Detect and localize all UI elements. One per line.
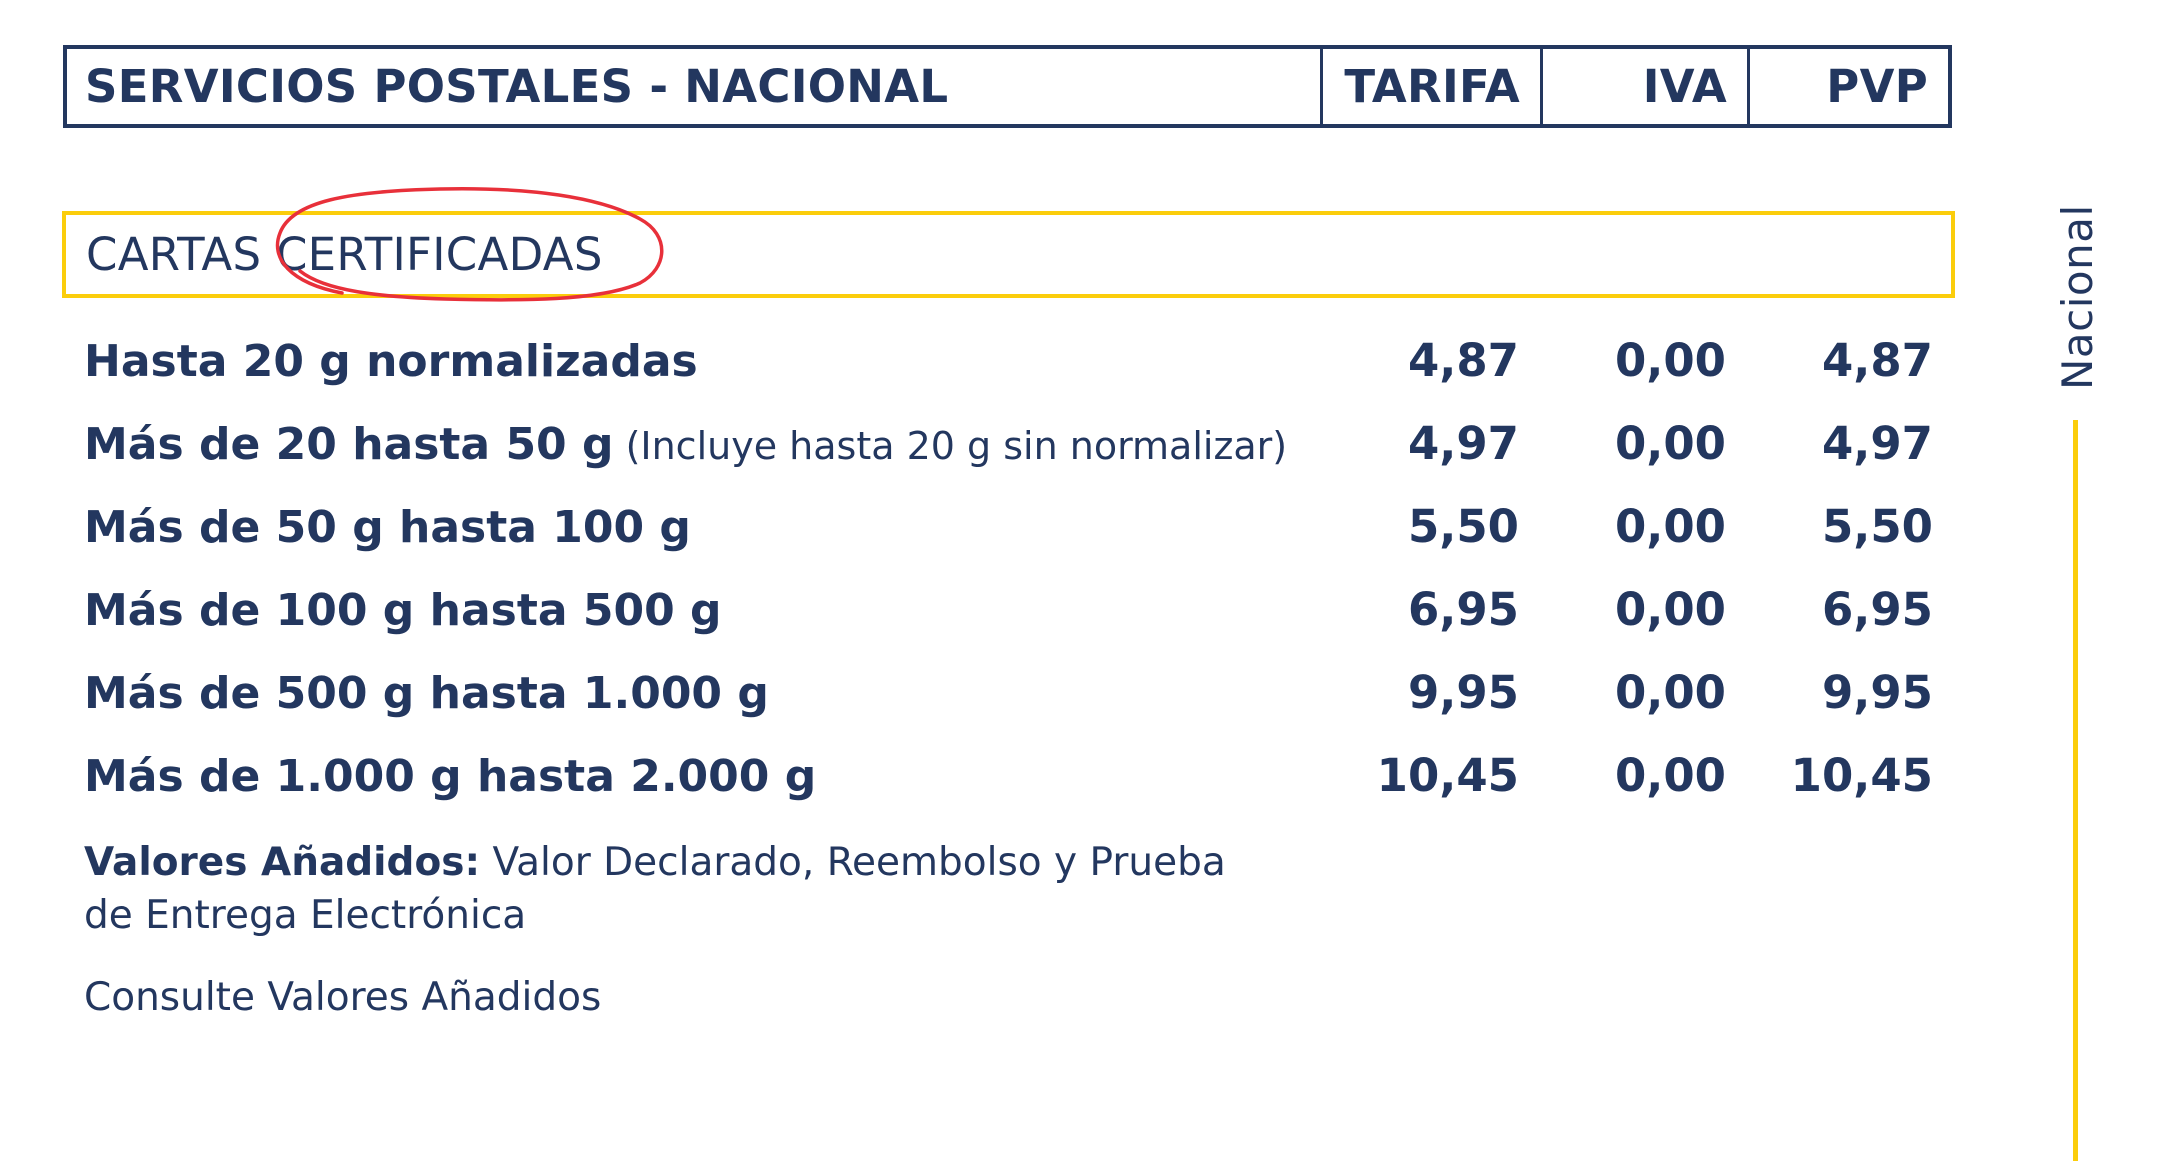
row-pvp: 10,45 (1790, 749, 1933, 802)
row-pvp: 9,95 (1821, 666, 1933, 719)
row-iva: 0,00 (1614, 583, 1726, 636)
consulte-valores-link: Consulte Valores Añadidos (84, 975, 602, 1020)
row-note: (Incluye hasta 20 g sin normalizar) (613, 424, 1288, 468)
row-iva: 0,00 (1614, 334, 1726, 387)
side-label-nacional: Nacional (2053, 204, 2102, 390)
row-pvp: 4,97 (1821, 417, 1933, 470)
table-row: Más de 500 g hasta 1.000 g 9,95 0,00 9,9… (84, 666, 1936, 729)
row-tarifa: 5,50 (1407, 500, 1519, 553)
row-label: Más de 500 g hasta 1.000 g (84, 668, 769, 719)
header-col-tarifa: TARIFA (1323, 49, 1543, 124)
side-accent-line (2073, 420, 2078, 1161)
row-tarifa: 10,45 (1376, 749, 1519, 802)
row-iva: 0,00 (1614, 666, 1726, 719)
row-label: Más de 100 g hasta 500 g (84, 585, 722, 636)
valores-anadidos-label: Valores Añadidos: (84, 840, 481, 885)
red-annotation-circle-icon (275, 187, 664, 302)
section-title: CARTAS CERTIFICADAS (86, 228, 603, 281)
header-col-pvp: PVP (1826, 60, 1928, 113)
row-pvp: 5,50 (1821, 500, 1933, 553)
row-label: Más de 20 hasta 50 g (Incluye hasta 20 g… (84, 419, 1288, 470)
header-col-iva: IVA (1543, 49, 1750, 124)
row-tarifa: 6,95 (1407, 583, 1519, 636)
header-title: SERVICIOS POSTALES - NACIONAL (67, 49, 1323, 124)
table-row: Más de 1.000 g hasta 2.000 g 10,45 0,00 … (84, 749, 1936, 812)
row-label: Hasta 20 g normalizadas (84, 336, 698, 387)
row-tarifa: 9,95 (1407, 666, 1519, 719)
row-tarifa: 4,87 (1407, 334, 1519, 387)
table-row: Más de 20 hasta 50 g (Incluye hasta 20 g… (84, 417, 1936, 480)
row-iva: 0,00 (1614, 417, 1726, 470)
table-row: Hasta 20 g normalizadas 4,87 0,00 4,87 (84, 334, 1936, 397)
row-label: Más de 1.000 g hasta 2.000 g (84, 751, 817, 802)
row-pvp: 4,87 (1821, 334, 1933, 387)
row-iva: 0,00 (1614, 749, 1726, 802)
table-header: SERVICIOS POSTALES - NACIONAL TARIFA IVA… (63, 45, 1952, 128)
valores-anadidos-text: Valor Declarado, Reembolso y Prueba de E… (84, 840, 1226, 938)
row-label: Más de 50 g hasta 100 g (84, 502, 691, 553)
table-row: Más de 100 g hasta 500 g 6,95 0,00 6,95 (84, 583, 1936, 646)
row-pvp: 6,95 (1821, 583, 1933, 636)
valores-anadidos-note: Valores Añadidos: Valor Declarado, Reemb… (84, 836, 1284, 942)
row-tarifa: 4,97 (1407, 417, 1519, 470)
section-header: CARTAS CERTIFICADAS (62, 211, 1955, 298)
row-iva: 0,00 (1614, 500, 1726, 553)
table-row: Más de 50 g hasta 100 g 5,50 0,00 5,50 (84, 500, 1936, 563)
